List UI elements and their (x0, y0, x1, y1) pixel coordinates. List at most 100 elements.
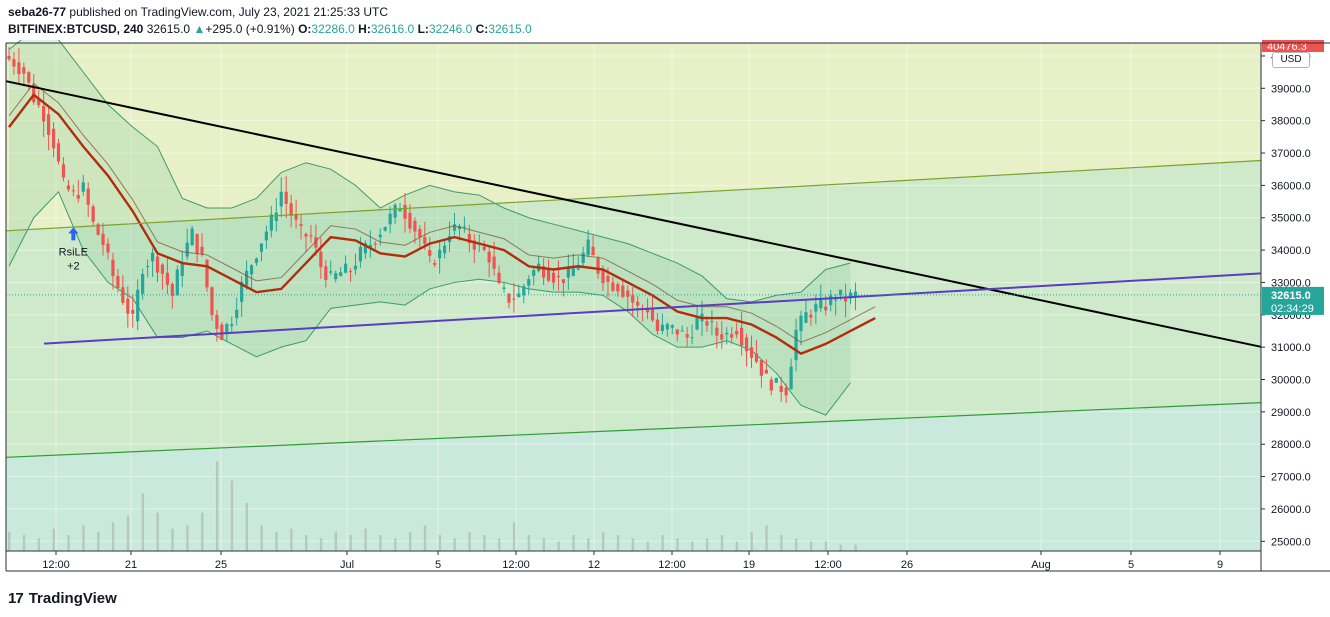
candle-body (665, 324, 669, 330)
volume-bar (527, 535, 531, 551)
candle-body (542, 266, 546, 278)
y-tick-label: 34000.0 (1271, 245, 1311, 257)
close-label: C: (475, 22, 489, 36)
candle-body (56, 143, 61, 162)
candle-body (66, 185, 70, 190)
candle-body (754, 353, 759, 362)
candle-body (492, 256, 496, 269)
candle-body (254, 258, 259, 264)
candle-body (720, 334, 724, 340)
y-tick-label: 39000.0 (1271, 83, 1311, 95)
countdown-label: 02:34:29 (1271, 303, 1314, 315)
tradingview-branding[interactable]: 17 TradingView (8, 590, 117, 607)
candle-body (240, 281, 244, 302)
volume-bar (631, 538, 635, 551)
symbol-title[interactable]: BITFINEX:BTCUSD, 240 (8, 22, 144, 36)
publish-text: published on TradingView.com, July 23, 2… (69, 5, 389, 19)
high-label: H: (358, 22, 371, 36)
y-tick-label: 35000.0 (1271, 213, 1311, 225)
y-tick-label: 38000.0 (1271, 116, 1311, 128)
candle-body (789, 366, 793, 390)
candle-body (725, 332, 729, 335)
candle-body (353, 265, 358, 270)
candle-body (141, 273, 145, 294)
candle-body (146, 266, 150, 268)
candle-body (611, 282, 615, 291)
candle-body (61, 164, 66, 178)
candle-body (740, 327, 744, 346)
candle-body (309, 235, 313, 237)
candle-body (829, 295, 833, 306)
volume-bar (468, 531, 471, 551)
candle-body (680, 330, 684, 332)
candle-body (245, 270, 249, 286)
candle-body (378, 234, 382, 238)
currency-button[interactable]: USD (1272, 52, 1310, 68)
candle-body (299, 224, 303, 226)
price-chart[interactable]: RsiLE +2 25000.0 26000.0 27000.0 28000.0 29000… (0, 40, 1330, 580)
publisher-name[interactable]: seba26-77 (8, 5, 67, 19)
candle-body (626, 290, 630, 297)
candle-body (195, 233, 199, 254)
candle-body (517, 293, 521, 297)
candle-body (175, 269, 179, 296)
candle-body (165, 272, 169, 285)
volume-bar (795, 538, 798, 551)
candle-body (769, 379, 773, 391)
open-value: 32286.0 (311, 22, 355, 36)
candle-body (17, 62, 21, 75)
y-tick-label: 31000.0 (1271, 342, 1311, 354)
candle-body (393, 204, 397, 218)
candle-body (695, 318, 699, 330)
candle-body (190, 228, 194, 246)
candle-body (834, 299, 838, 301)
candle-body (324, 266, 328, 280)
candle-body (606, 275, 610, 282)
candle-body (106, 243, 110, 253)
volume-bar (215, 461, 219, 551)
candle-body (586, 239, 590, 255)
candle-body (86, 188, 90, 205)
x-tick-label: 12:00 (42, 559, 70, 571)
volume-bar (379, 535, 382, 551)
candle-body (443, 245, 447, 254)
volume-bar (334, 531, 338, 551)
candle-body (839, 289, 843, 296)
y-tick-label: 25000.0 (1271, 536, 1311, 548)
y-tick-label: 33000.0 (1271, 277, 1311, 289)
candle-body (269, 214, 273, 231)
candle-body (848, 292, 853, 299)
candle-body (91, 206, 95, 222)
candle-body (675, 329, 679, 335)
candle-body (809, 314, 813, 318)
candle-body (467, 233, 471, 244)
candle-body (101, 233, 105, 246)
candle-body (814, 304, 818, 312)
volume-bar (171, 528, 174, 551)
candle-body (344, 263, 348, 273)
volume-bar (305, 535, 308, 551)
candle-body (27, 72, 31, 83)
candle-body (200, 246, 204, 255)
price-change: +295.0 (+0.91%) (205, 22, 295, 36)
candle-body (591, 246, 595, 256)
candle-body (561, 279, 565, 283)
candle-body (596, 258, 600, 274)
x-tick-label: 26 (901, 559, 913, 571)
volume-bar (275, 531, 278, 551)
volume-bar (824, 541, 828, 551)
support-line (43, 272, 1262, 345)
volume-bar (542, 538, 545, 551)
candle-body (12, 59, 16, 67)
candle-body (398, 209, 402, 212)
volume-bar (423, 525, 427, 551)
volume-bar (349, 535, 352, 551)
candle-body (784, 387, 788, 396)
volume-bar (37, 538, 41, 551)
candle-body (170, 284, 174, 296)
volume-bar (438, 535, 442, 551)
volume-bar (750, 531, 753, 551)
volume-bar (8, 531, 11, 551)
volume-bar (705, 538, 709, 551)
volume-bar (364, 528, 367, 551)
